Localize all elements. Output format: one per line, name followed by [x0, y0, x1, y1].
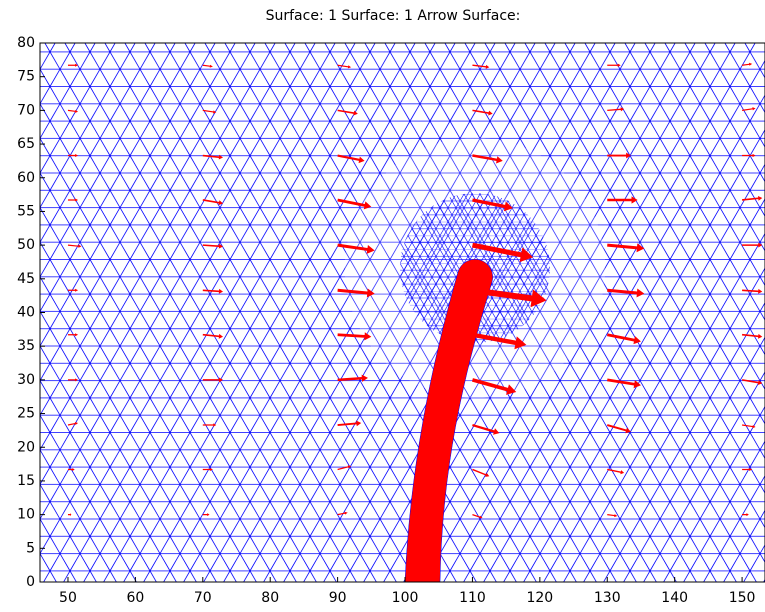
arrow — [202, 333, 224, 339]
x-tick-label: 140 — [661, 590, 688, 606]
arrow — [67, 422, 79, 426]
arrow — [742, 242, 763, 248]
arrow — [337, 288, 375, 298]
arrow — [202, 377, 224, 383]
arrow — [337, 511, 348, 516]
x-tick-label: 90 — [329, 590, 347, 606]
y-tick-label: 80 — [17, 35, 35, 51]
arrow — [471, 242, 534, 263]
arrow — [67, 467, 75, 471]
y-tick-label: 20 — [17, 439, 35, 455]
arrow — [337, 154, 365, 164]
x-tick-label: 130 — [594, 590, 621, 606]
y-tick-label: 65 — [17, 136, 35, 152]
arrow — [337, 243, 375, 254]
arrow — [202, 423, 217, 427]
arrow — [337, 109, 358, 116]
arrow — [472, 64, 490, 69]
arrow — [472, 109, 493, 116]
x-tick-label: 110 — [459, 590, 486, 606]
y-tick-label: 5 — [26, 540, 35, 556]
arrow — [337, 332, 372, 341]
y-tick-label: 35 — [17, 338, 35, 354]
arrow — [607, 152, 631, 159]
arrow — [472, 423, 500, 435]
arrow — [67, 63, 79, 67]
x-tick-label: 80 — [261, 590, 279, 606]
arrow — [67, 333, 79, 337]
arrow — [472, 468, 490, 477]
y-tick-label: 40 — [17, 305, 35, 321]
arrow — [337, 465, 352, 471]
arrow — [607, 378, 641, 389]
arrow — [607, 514, 618, 518]
arrow — [741, 333, 763, 339]
y-tick-label: 15 — [17, 473, 35, 489]
x-tick-label: 50 — [59, 590, 77, 606]
arrow — [337, 420, 362, 427]
beam — [404, 259, 493, 582]
arrow — [202, 288, 224, 294]
y-tick-label: 30 — [17, 372, 35, 388]
arrow — [337, 64, 352, 69]
y-tick-label: 55 — [17, 203, 35, 219]
arrow — [606, 424, 631, 434]
arrow — [607, 107, 625, 112]
arrow — [741, 107, 756, 111]
arrow — [202, 513, 210, 517]
y-tick-label: 70 — [17, 102, 35, 118]
arrow — [742, 62, 753, 66]
arrow — [607, 468, 625, 475]
y-tick-label: 25 — [17, 406, 35, 422]
arrow — [67, 378, 79, 382]
y-tick-label: 0 — [26, 574, 35, 590]
x-tick-label: 100 — [392, 590, 419, 606]
arrow — [67, 198, 79, 202]
x-tick-label: 70 — [194, 590, 212, 606]
y-tick-label: 45 — [17, 271, 35, 287]
arrow — [202, 243, 224, 249]
arrow — [606, 333, 641, 345]
arrow — [202, 109, 217, 114]
arrow — [202, 467, 213, 471]
x-tick-label: 150 — [729, 590, 756, 606]
arrow — [471, 378, 517, 395]
arrow — [607, 63, 621, 67]
arrow — [741, 424, 756, 429]
arrow — [472, 287, 547, 308]
arrow — [472, 154, 503, 164]
arrow — [337, 374, 368, 382]
arrow — [202, 199, 224, 206]
arrow — [337, 198, 372, 210]
arrow — [742, 513, 749, 517]
chart-title: Surface: 1 Surface: 1 Arrow Surface: — [266, 8, 521, 24]
arrow — [742, 153, 756, 158]
arrow — [202, 154, 224, 160]
arrow — [741, 379, 763, 385]
arrow — [742, 288, 763, 294]
arrow — [67, 109, 79, 113]
arrow — [67, 154, 79, 158]
arrow — [67, 288, 79, 292]
y-tick-label: 10 — [17, 507, 35, 523]
arrows — [67, 62, 763, 519]
x-tick-label: 120 — [526, 590, 553, 606]
arrow — [472, 332, 527, 350]
arrow — [472, 198, 513, 212]
arrow — [741, 195, 763, 201]
arrow — [607, 288, 645, 298]
y-tick-label: 50 — [17, 237, 35, 253]
arrow — [607, 243, 645, 253]
arrow — [742, 467, 753, 471]
arrow — [607, 196, 638, 204]
arrow — [472, 514, 483, 519]
arrow — [202, 64, 213, 68]
x-tick-label: 60 — [126, 590, 144, 606]
arrow — [67, 513, 72, 517]
mesh — [40, 43, 765, 582]
y-tick-label: 75 — [17, 69, 35, 85]
y-tick-label: 60 — [17, 170, 35, 186]
arrow — [67, 244, 82, 248]
